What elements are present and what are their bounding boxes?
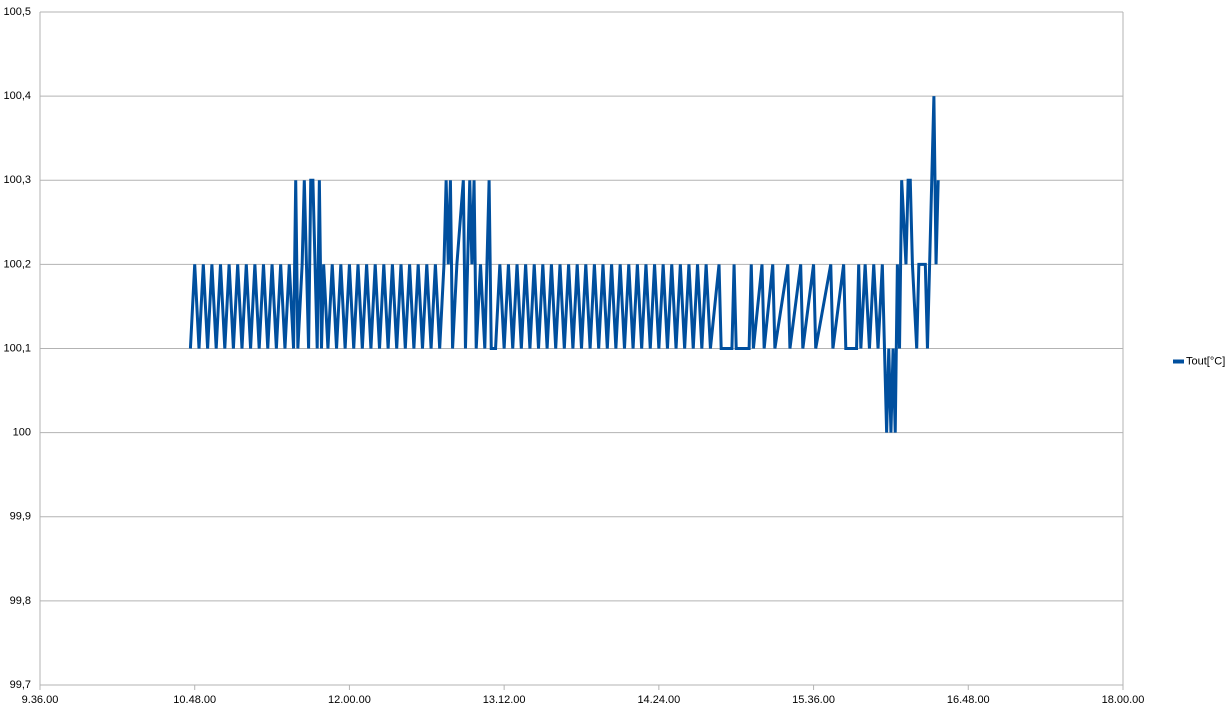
y-tick-label: 100,3 <box>3 174 31 186</box>
x-tick-label: 15.36.00 <box>792 694 835 706</box>
y-tick-label: 100,1 <box>3 342 31 354</box>
y-tick-label: 100,5 <box>3 6 31 18</box>
y-tick-label: 99,7 <box>10 679 31 691</box>
y-tick-label: 99,9 <box>10 511 31 523</box>
data-line <box>188 96 940 433</box>
x-tick-label: 13.12.00 <box>483 694 526 706</box>
y-tick-label: 100 <box>13 427 31 439</box>
x-tick-label: 10.48.00 <box>173 694 216 706</box>
legend-label: Tout[°C] <box>1186 355 1225 367</box>
y-tick-label: 99,8 <box>10 595 31 607</box>
x-tick-label: 16.48.00 <box>947 694 990 706</box>
x-tick-label: 18.00.00 <box>1102 694 1145 706</box>
y-tick-label: 100,2 <box>3 258 31 270</box>
x-tick-label: 14.24.00 <box>637 694 680 706</box>
y-tick-label: 100,4 <box>3 90 31 102</box>
x-tick-label: 12.00.00 <box>328 694 371 706</box>
x-tick-label: 9.36.00 <box>22 694 59 706</box>
